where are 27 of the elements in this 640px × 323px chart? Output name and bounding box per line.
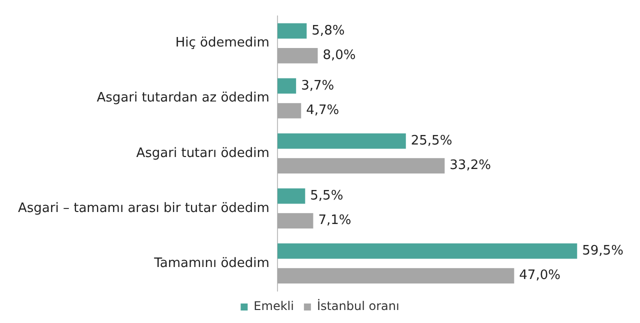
bar bbox=[277, 268, 514, 284]
bar bbox=[277, 78, 296, 94]
bar bbox=[277, 158, 445, 174]
data-label: 33,2% bbox=[450, 158, 491, 174]
bar bbox=[277, 188, 306, 204]
data-label: 5,8% bbox=[312, 23, 345, 38]
data-label: 4,7% bbox=[306, 103, 340, 118]
y-tick-label: Asgari tutarı ödedim bbox=[136, 146, 270, 161]
bar bbox=[277, 48, 318, 64]
y-tick-label: Tamamını ödedim bbox=[153, 256, 270, 271]
y-tick-label: Asgari tutardan az ödedim bbox=[96, 90, 270, 106]
legend-label: İstanbul oranı bbox=[316, 299, 400, 314]
bar bbox=[277, 23, 307, 39]
data-label: 59,5% bbox=[582, 243, 624, 258]
bar bbox=[277, 213, 314, 228]
data-label: 3,7% bbox=[301, 78, 334, 94]
data-label: 25,5% bbox=[410, 133, 452, 148]
data-label: 47,0% bbox=[519, 268, 560, 284]
y-tick-label: Hiç ödemedim bbox=[175, 36, 270, 51]
data-label: 5,5% bbox=[310, 188, 344, 204]
bar bbox=[277, 103, 302, 118]
legend-label: Emekli bbox=[254, 299, 294, 314]
bar bbox=[277, 243, 578, 259]
y-tick-label: Asgari – tamamı arası bir tutar ödedim bbox=[18, 200, 270, 216]
data-label: 8,0% bbox=[322, 48, 356, 64]
data-label: 7,1% bbox=[318, 213, 352, 228]
bar bbox=[277, 133, 406, 149]
